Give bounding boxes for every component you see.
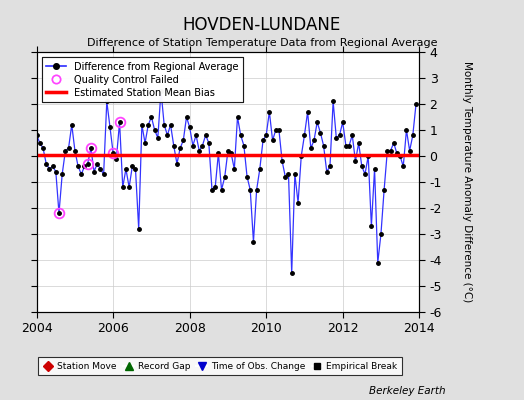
Text: Difference of Station Temperature Data from Regional Average: Difference of Station Temperature Data f…	[87, 38, 437, 48]
Y-axis label: Monthly Temperature Anomaly Difference (°C): Monthly Temperature Anomaly Difference (…	[462, 61, 472, 303]
Text: HOVDEN-LUNDANE: HOVDEN-LUNDANE	[183, 16, 341, 34]
Legend: Difference from Regional Average, Quality Control Failed, Estimated Station Mean: Difference from Regional Average, Qualit…	[41, 57, 243, 102]
Text: Berkeley Earth: Berkeley Earth	[369, 386, 445, 396]
Legend: Station Move, Record Gap, Time of Obs. Change, Empirical Break: Station Move, Record Gap, Time of Obs. C…	[38, 358, 402, 376]
